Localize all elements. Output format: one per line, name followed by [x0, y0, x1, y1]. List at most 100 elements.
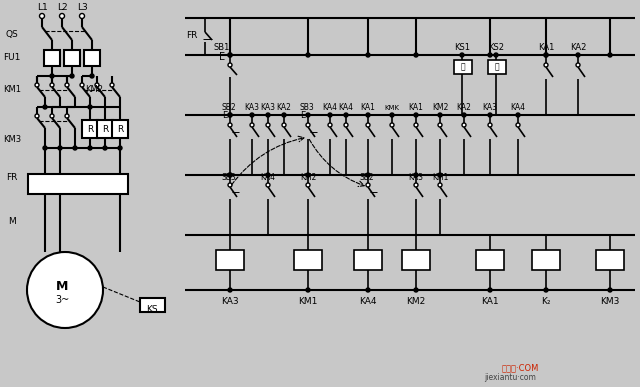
Circle shape	[414, 123, 418, 127]
Circle shape	[488, 288, 492, 292]
Circle shape	[250, 123, 254, 127]
Circle shape	[35, 114, 39, 118]
Circle shape	[544, 53, 548, 57]
Circle shape	[306, 183, 310, 187]
Circle shape	[282, 113, 286, 117]
Bar	[596, 250, 624, 270]
Circle shape	[43, 146, 47, 150]
Circle shape	[414, 53, 418, 57]
Circle shape	[228, 173, 232, 177]
Circle shape	[70, 74, 74, 78]
Text: KA1: KA1	[538, 43, 554, 51]
Text: K₂: K₂	[541, 298, 551, 307]
Text: KA4: KA4	[339, 103, 353, 113]
Circle shape	[344, 123, 348, 127]
Text: 月: 月	[495, 62, 499, 72]
Bar	[454, 60, 472, 74]
Circle shape	[576, 63, 580, 67]
Circle shape	[608, 53, 612, 57]
Text: KM2: KM2	[85, 86, 103, 94]
Text: KM3: KM3	[3, 135, 21, 144]
Circle shape	[460, 53, 464, 57]
Text: KA4: KA4	[323, 103, 337, 113]
Circle shape	[50, 74, 54, 78]
Text: KM2: KM2	[406, 298, 426, 307]
Text: SB1: SB1	[214, 43, 230, 51]
Bar	[64, 50, 80, 66]
Circle shape	[366, 288, 370, 292]
Bar	[112, 120, 128, 138]
Text: QS: QS	[6, 29, 19, 38]
Text: M: M	[56, 279, 68, 293]
Circle shape	[390, 113, 394, 117]
Circle shape	[438, 123, 442, 127]
Bar	[44, 50, 60, 66]
Circle shape	[228, 113, 232, 117]
Circle shape	[366, 173, 370, 177]
Circle shape	[488, 53, 492, 57]
Circle shape	[266, 113, 270, 117]
Text: KA1: KA1	[408, 103, 424, 113]
Text: KA4: KA4	[260, 173, 275, 182]
Circle shape	[43, 105, 47, 109]
Bar	[28, 174, 128, 194]
Circle shape	[95, 83, 99, 87]
Circle shape	[414, 288, 418, 292]
Text: KM1: KM1	[432, 173, 448, 182]
Circle shape	[250, 113, 254, 117]
Text: KM3: KM3	[600, 298, 620, 307]
Circle shape	[366, 123, 370, 127]
Bar	[97, 120, 113, 138]
Text: jiexiantu·com: jiexiantu·com	[484, 373, 536, 382]
Bar	[476, 250, 504, 270]
Text: L2: L2	[57, 3, 67, 12]
Circle shape	[118, 146, 122, 150]
Bar	[216, 250, 244, 270]
Text: KM1: KM1	[3, 86, 21, 94]
Text: KS2: KS2	[488, 43, 504, 51]
Text: E: E	[222, 111, 227, 120]
Circle shape	[266, 123, 270, 127]
Circle shape	[438, 113, 442, 117]
Circle shape	[306, 123, 310, 127]
Circle shape	[58, 146, 62, 150]
Circle shape	[462, 113, 466, 117]
Text: KA3: KA3	[244, 103, 259, 113]
Circle shape	[488, 123, 492, 127]
Text: KA2: KA2	[276, 103, 291, 113]
Bar	[402, 250, 430, 270]
Circle shape	[65, 114, 69, 118]
Circle shape	[90, 74, 94, 78]
Circle shape	[228, 288, 232, 292]
Circle shape	[282, 123, 286, 127]
Bar	[82, 120, 98, 138]
Circle shape	[228, 113, 232, 117]
Circle shape	[60, 14, 65, 19]
Circle shape	[516, 123, 520, 127]
Circle shape	[228, 123, 232, 127]
Text: KA2: KA2	[456, 103, 472, 113]
Text: L1: L1	[36, 3, 47, 12]
Circle shape	[50, 114, 54, 118]
Circle shape	[414, 183, 418, 187]
Text: KM2: KM2	[300, 173, 316, 182]
Circle shape	[390, 123, 394, 127]
Circle shape	[88, 146, 92, 150]
Circle shape	[65, 83, 69, 87]
Text: SB3: SB3	[222, 173, 237, 182]
Text: E: E	[219, 52, 225, 62]
Circle shape	[50, 83, 54, 87]
Text: E: E	[300, 111, 305, 120]
Text: 3~: 3~	[55, 295, 69, 305]
Text: KA3: KA3	[408, 173, 424, 182]
Text: SB3: SB3	[300, 103, 315, 111]
Circle shape	[438, 173, 442, 177]
Circle shape	[438, 183, 442, 187]
Circle shape	[103, 146, 107, 150]
Circle shape	[228, 183, 232, 187]
Text: KA1: KA1	[360, 103, 376, 113]
Text: 接线图·COM: 接线图·COM	[501, 363, 539, 373]
Bar	[84, 50, 100, 66]
Circle shape	[306, 113, 310, 117]
Text: FU1: FU1	[3, 53, 20, 62]
